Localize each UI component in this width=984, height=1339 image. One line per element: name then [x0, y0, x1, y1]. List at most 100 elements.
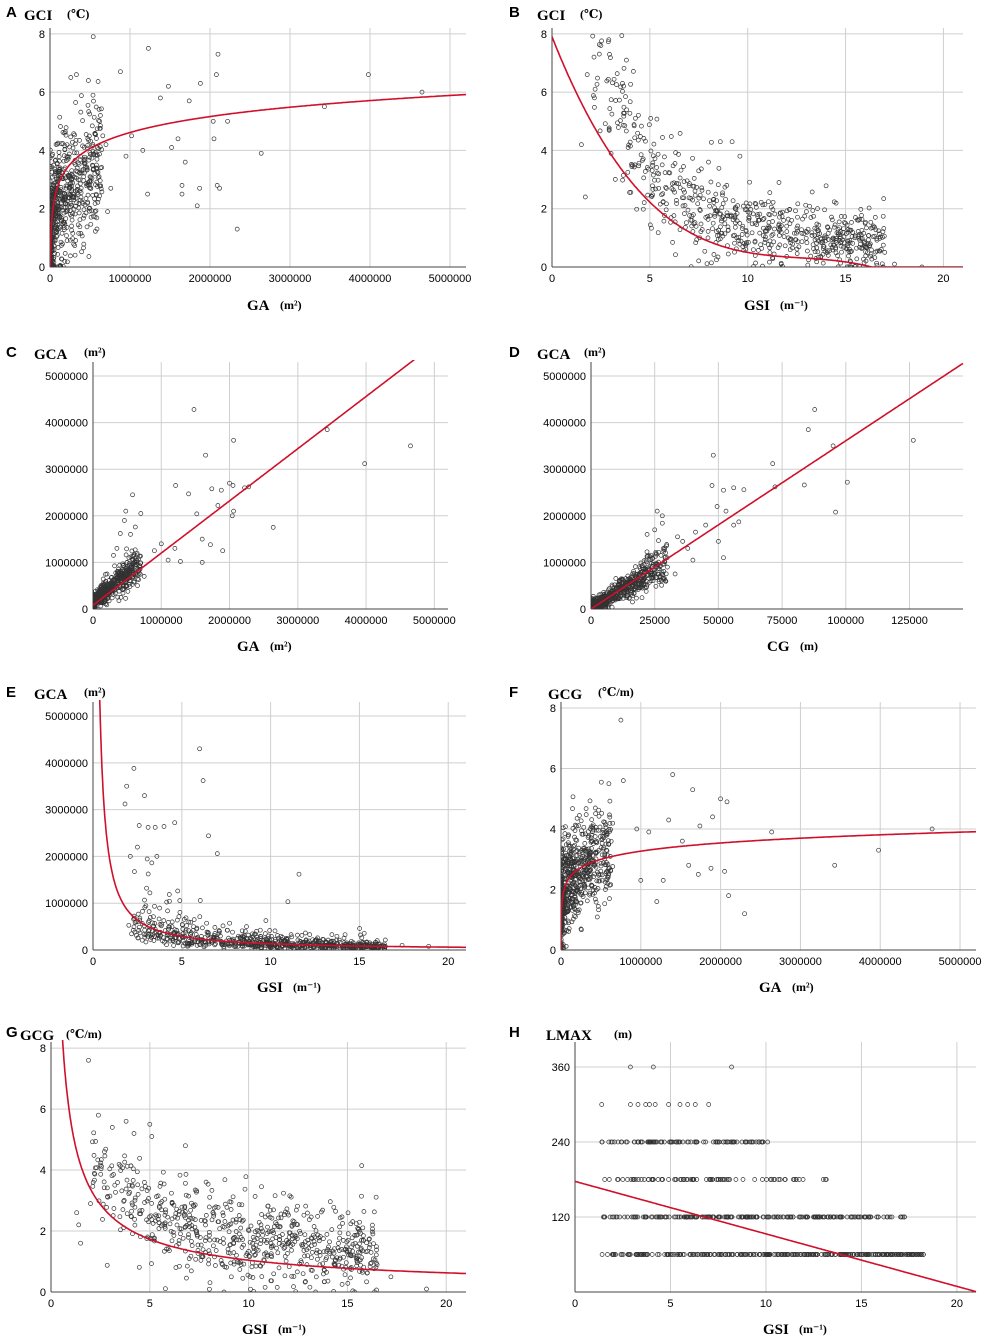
- data-point: [572, 822, 578, 828]
- data-point: [86, 206, 92, 211]
- data-point: [129, 568, 135, 574]
- data-point: [809, 230, 815, 236]
- data-point: [597, 128, 603, 134]
- data-point: [795, 201, 801, 207]
- data-point: [255, 1247, 261, 1253]
- data-point: [55, 245, 61, 250]
- data-point: [716, 539, 721, 544]
- data-point: [746, 214, 752, 220]
- data-point: [74, 150, 80, 156]
- data-point: [753, 205, 759, 210]
- data-point: [624, 57, 629, 63]
- data-point: [166, 924, 172, 930]
- data-point: [780, 209, 785, 215]
- data-point: [135, 1182, 141, 1188]
- data-point: [242, 928, 248, 934]
- data-point: [50, 199, 53, 205]
- data-point: [181, 917, 187, 922]
- data-point: [104, 1262, 110, 1268]
- data-point: [598, 43, 604, 48]
- data-point: [671, 213, 677, 218]
- data-point: [710, 452, 716, 458]
- data-point: [611, 76, 617, 82]
- data-point: [165, 1214, 170, 1220]
- data-point: [191, 1203, 197, 1209]
- data-point: [574, 815, 580, 821]
- data-point: [74, 200, 80, 206]
- data-point: [680, 203, 686, 209]
- data-point: [772, 211, 778, 217]
- data-point: [647, 122, 652, 128]
- data-point: [844, 479, 850, 485]
- data-point: [241, 943, 247, 949]
- data-point: [572, 842, 578, 848]
- data-point: [135, 844, 140, 850]
- data-point: [650, 187, 656, 192]
- data-point: [96, 588, 102, 593]
- data-point: [188, 932, 193, 937]
- data-point: [83, 196, 89, 201]
- data-point: [654, 165, 659, 170]
- data-point: [594, 914, 600, 920]
- data-point: [339, 1282, 345, 1287]
- data-point: [91, 98, 96, 104]
- x-tick-label: 5: [647, 273, 653, 285]
- data-point: [231, 508, 236, 514]
- data-point: [353, 1232, 359, 1238]
- data-point: [373, 1194, 379, 1200]
- data-point: [656, 579, 662, 585]
- data-point: [151, 914, 156, 920]
- y-tick-label: 6: [39, 87, 45, 99]
- data-point: [105, 586, 111, 591]
- data-point: [568, 899, 574, 905]
- data-point: [652, 527, 658, 533]
- y-tick-label: 3000000: [45, 805, 88, 817]
- data-point: [123, 1186, 129, 1192]
- data-point: [805, 248, 810, 254]
- data-point: [870, 225, 876, 230]
- data-point: [125, 589, 131, 594]
- data-point: [669, 186, 675, 191]
- data-point: [852, 264, 858, 267]
- data-point: [56, 154, 62, 159]
- data-point: [146, 909, 152, 914]
- data-point: [292, 1235, 298, 1241]
- data-point: [692, 220, 698, 225]
- data-point: [747, 179, 752, 185]
- data-point: [120, 1207, 126, 1212]
- data-point: [634, 572, 640, 578]
- data-point: [830, 247, 836, 253]
- data-point: [599, 852, 605, 858]
- data-point: [282, 1273, 288, 1279]
- data-point: [698, 221, 704, 227]
- data-point: [575, 908, 580, 913]
- data-point: [56, 150, 62, 155]
- data-point: [567, 887, 573, 893]
- data-point: [873, 227, 879, 233]
- data-point: [167, 898, 172, 904]
- data-point: [568, 855, 573, 861]
- plot-f: 0 1000000 2000000 3000000 4000000 50000000246…: [550, 702, 981, 968]
- data-point: [50, 152, 56, 157]
- data-point: [100, 1217, 105, 1222]
- data-point: [357, 926, 362, 931]
- data-point: [217, 929, 222, 934]
- data-point: [861, 256, 866, 262]
- data-point: [583, 868, 589, 874]
- data-point: [93, 228, 98, 234]
- data-point: [93, 182, 98, 187]
- data-point: [607, 814, 613, 820]
- x-tick-label: 20: [442, 956, 454, 968]
- data-point: [711, 252, 717, 257]
- data-point: [605, 39, 611, 45]
- data-point: [820, 260, 826, 266]
- data-point: [606, 781, 612, 787]
- data-point: [54, 141, 60, 147]
- data-point: [690, 197, 695, 203]
- x-tick-label: 0: [47, 273, 53, 285]
- data-point: [164, 942, 169, 948]
- data-point: [237, 1267, 243, 1272]
- data-point: [762, 237, 768, 242]
- x-axis-unit-h: (m⁻¹): [799, 1322, 827, 1336]
- data-point: [295, 932, 300, 938]
